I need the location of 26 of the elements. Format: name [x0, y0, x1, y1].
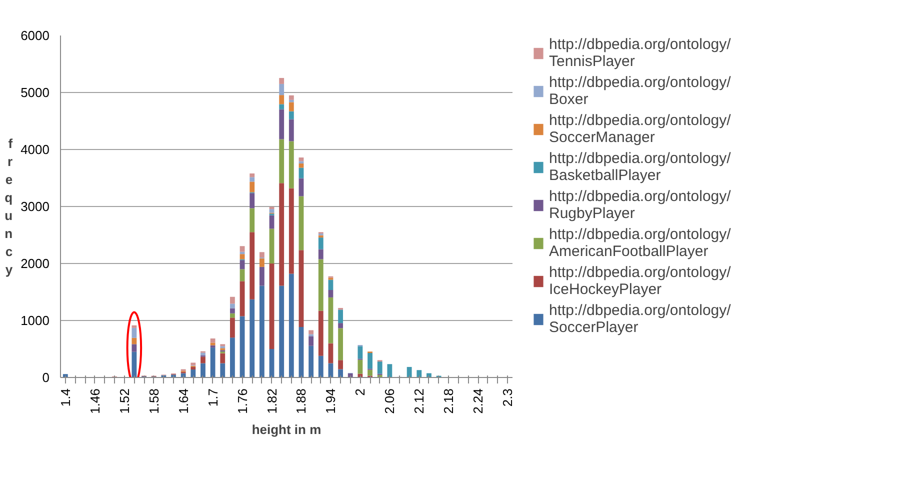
y-tick-label: 6000 — [20, 28, 50, 43]
x-tick-label: 1.76 — [234, 388, 250, 414]
x-tick-label: 1.46 — [87, 388, 102, 414]
x-tick-label: 1.58 — [146, 388, 162, 414]
x-tick-label: 1.88 — [294, 388, 309, 414]
y-tick-label: 5000 — [20, 85, 50, 100]
x-tick-label: 1.64 — [176, 388, 191, 414]
x-tick-label: 2.24 — [470, 388, 486, 414]
x-tick-label: 1.52 — [116, 388, 132, 414]
x-axis-title: height in m — [252, 422, 322, 437]
y-tick-label: 0 — [42, 370, 50, 385]
x-tick-label: 1.7 — [205, 388, 220, 407]
x-tick-label: 1.94 — [323, 388, 338, 414]
x-tick-label: 2.12 — [412, 388, 427, 414]
x-tick-label: 1.4 — [58, 388, 73, 407]
x-tick-label: 1.82 — [264, 388, 280, 414]
y-tick-label: 4000 — [20, 142, 50, 157]
y-tick-label: 2000 — [20, 256, 50, 271]
x-tick-label: 2.18 — [441, 388, 456, 414]
x-tick-label: 2 — [352, 388, 368, 396]
x-tick-label: 2.3 — [500, 388, 516, 407]
legend-label: http://dbpedia.org/ontology/SoccerPlayer — [549, 301, 731, 337]
y-tick-label: 3000 — [20, 199, 50, 214]
y-tick-label: 1000 — [20, 313, 50, 328]
y-axis-title: frequncy — [4, 136, 14, 277]
x-tick-label: 2.06 — [382, 388, 398, 414]
